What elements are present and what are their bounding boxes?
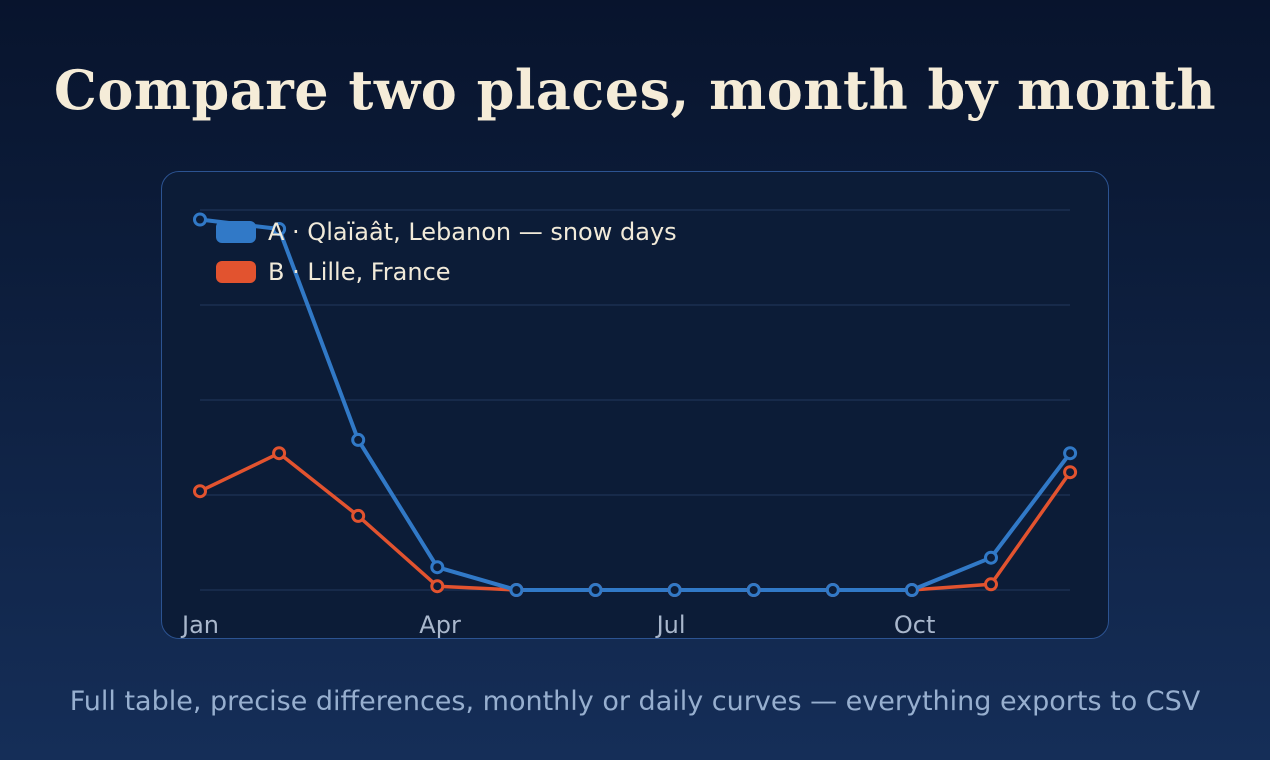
x-axis-ticks: Jan Apr Jul Oct <box>180 611 935 639</box>
series-b-point-mar <box>351 508 366 523</box>
series-b-point-feb <box>272 446 287 461</box>
series-a-point-apr <box>430 560 445 575</box>
series-a-point-sep <box>825 583 840 597</box>
legend-label-b: B · Lille, France <box>268 258 451 286</box>
series-lines <box>199 217 1072 592</box>
series-b-point-nov <box>984 577 998 592</box>
gridlines <box>200 209 1070 591</box>
x-tick-label-jul: Jul <box>655 611 686 639</box>
data-points <box>193 212 1078 597</box>
footer-caption: Full table, precise differences, monthly… <box>69 686 1201 717</box>
series-a-point-oct <box>904 583 919 597</box>
series-a-point-feb <box>272 222 287 236</box>
series-a-point-jun <box>588 583 603 597</box>
series-line-b <box>199 451 1072 592</box>
x-tick-label-jan: Jan <box>180 611 219 639</box>
series-a-point-jan <box>193 212 207 227</box>
legend-item-b: B · Lille, France <box>216 252 677 292</box>
series-a-point-may <box>509 583 524 597</box>
legend-swatch-b <box>216 261 256 283</box>
legend-label-a: A · Qlaïaât, Lebanon — snow days <box>268 218 677 246</box>
series-a-point-dec <box>1063 446 1078 461</box>
x-tick-label-apr: Apr <box>419 611 461 639</box>
series-line-a <box>199 217 1072 592</box>
series-b-point-dec <box>1063 465 1078 480</box>
series-a-point-aug <box>746 583 761 597</box>
legend-item-a: A · Qlaïaât, Lebanon — snow days <box>216 212 677 252</box>
x-tick-label-oct: Oct <box>894 611 936 639</box>
chart-panel <box>161 171 1109 639</box>
series-a-point-mar <box>351 432 366 447</box>
series-a-point-nov <box>984 550 998 565</box>
chart-legend: A · Qlaïaât, Lebanon — snow days B · Lil… <box>216 212 677 292</box>
series-b-point-apr <box>430 579 445 594</box>
series-a-point-jul <box>667 583 682 597</box>
series-b-point-jan <box>193 484 207 499</box>
page-title: Compare two places, month by month <box>53 58 1217 122</box>
legend-swatch-a <box>216 221 256 243</box>
